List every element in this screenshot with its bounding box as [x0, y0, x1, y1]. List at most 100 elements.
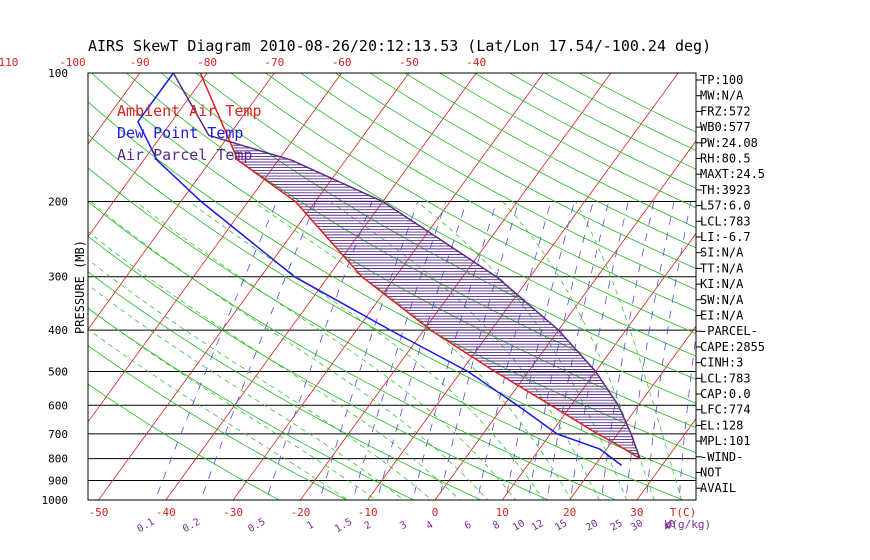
axis-layer: 1002003004005006007008009001000-120-110-… — [0, 56, 711, 535]
bottom-temp-tick-label: 0 — [432, 506, 439, 519]
dry-adiabat-line — [230, 73, 696, 334]
mixing-ratio-tick-label: 0.5 — [246, 517, 267, 536]
isotherm-line — [501, 232, 696, 500]
dry-adiabat-line — [473, 73, 696, 189]
pressure-tick-label: 100 — [48, 67, 68, 80]
moist-adiabat-line — [90, 201, 489, 500]
pressure-tick-label: 500 — [48, 365, 68, 378]
mixing-ratio-tick-label: 6 — [463, 520, 474, 533]
index-label: AVAIL — [700, 481, 736, 495]
top-temp-tick-label: -110 — [0, 56, 18, 69]
dry-adiabat-line — [88, 345, 348, 500]
isotherm-line — [88, 73, 343, 423]
mixing-ratio-tick-label: 30 — [629, 518, 645, 534]
pressure-tick-label: 900 — [48, 474, 68, 487]
isotherm-line — [765, 53, 870, 509]
mixing-ratio-line — [200, 201, 317, 500]
mixing-ratio-tick-label: 1 — [305, 520, 316, 533]
index-label: -PARCEL- — [700, 324, 758, 338]
top-temp-tick-label: -80 — [197, 56, 217, 69]
index-label: CAP:0.0 — [700, 387, 751, 401]
dry-adiabat-line — [88, 307, 415, 500]
top-temp-tick-label: -70 — [264, 56, 284, 69]
pressure-tick-label: 200 — [48, 196, 68, 209]
index-label: EL:128 — [700, 418, 743, 432]
legend-entry: Dew Point Temp — [117, 124, 243, 142]
dry-adiabat-line — [88, 201, 617, 500]
isotherm-line — [434, 140, 696, 500]
mixing-ratio-tick-label: 0.1 — [135, 517, 156, 536]
index-label: CINH:3 — [700, 356, 743, 370]
moist-adiabat-line — [88, 259, 433, 500]
chart-title: AIRS SkewT Diagram 2010-08-26/20:12:13.5… — [88, 37, 711, 55]
moist-adiabat-line — [329, 201, 600, 500]
dry-adiabat-line — [88, 167, 685, 500]
index-label: LCL:783 — [700, 214, 751, 228]
index-label: FRZ:572 — [700, 104, 751, 118]
index-label: WB0:577 — [700, 120, 751, 134]
pressure-tick-label: 1000 — [42, 494, 69, 507]
dry-adiabat-line — [265, 73, 696, 312]
isotherm-line — [165, 73, 477, 500]
index-label: LFC:774 — [700, 403, 751, 417]
mixing-ratio-tick-label: 2 — [363, 520, 374, 533]
index-label: TP:100 — [700, 73, 743, 87]
bottom-temp-tick-label: -40 — [156, 506, 176, 519]
isotherm-line — [98, 73, 410, 500]
dry-adiabat-line — [508, 73, 696, 170]
bottom-temp-tick-label: 30 — [630, 506, 643, 519]
index-label: MW:N/A — [700, 89, 744, 103]
plot-frame — [87, 72, 697, 501]
bottom-temp-tick-label: -30 — [223, 506, 243, 519]
index-label: SI:N/A — [700, 246, 744, 260]
dry-adiabat-line — [88, 271, 483, 500]
mixing-ratio-tick-label: 15 — [553, 518, 569, 534]
index-label: -WIND- — [700, 450, 743, 464]
dry-adiabat-line — [88, 101, 696, 454]
isotherm-line — [232, 73, 545, 500]
dry-adiabat-line — [299, 73, 696, 291]
bottom-temp-tick-label: -20 — [290, 506, 310, 519]
mixing-ratio-tick-label: 40 — [662, 518, 678, 534]
pressure-tick-label: 400 — [48, 324, 68, 337]
index-label: LI:-6.7 — [700, 230, 751, 244]
moist-adiabat-line — [88, 307, 377, 500]
index-label: LCL:783 — [700, 371, 751, 385]
isotherm-line — [88, 73, 208, 238]
series-air-parcel-temp — [172, 73, 641, 459]
pressure-tick-label: 600 — [48, 399, 68, 412]
pressure-tick-label: 800 — [48, 453, 68, 466]
mixing-ratio-unit-label: W(g/kg) — [665, 518, 711, 531]
dry-adiabat-line — [90, 73, 696, 429]
mixing-ratio-line — [601, 201, 655, 500]
mixing-ratio-line — [154, 201, 278, 500]
legend-entry: Ambient Air Temp — [117, 102, 262, 120]
index-label: KI:N/A — [700, 277, 744, 291]
index-label: MAXT:24.5 — [700, 167, 765, 181]
moist-adiabat-line — [88, 231, 461, 500]
series-layer — [137, 73, 641, 466]
top-temp-tick-label: -50 — [399, 56, 419, 69]
moist-adiabat-line — [502, 201, 655, 500]
index-label: TH:3923 — [700, 183, 751, 197]
series-dew-point-temp — [137, 73, 623, 466]
mixing-ratio-tick-label: 4 — [425, 520, 436, 533]
index-label: CAPE:2855 — [700, 340, 765, 354]
index-label: SW:N/A — [700, 293, 744, 307]
mixing-ratio-tick-label: 10 — [511, 518, 527, 534]
dry-adiabat-line — [369, 73, 696, 249]
isotherm-line — [832, 53, 870, 509]
mixing-ratio-tick-label: 0.2 — [181, 517, 202, 536]
moist-adiabat-line — [88, 284, 405, 500]
mixing-ratio-tick-label: 3 — [398, 520, 409, 533]
top-temp-tick-label: -40 — [466, 56, 486, 69]
mixing-ratio-tick-label: 8 — [491, 520, 502, 533]
isotherm-line — [636, 418, 696, 500]
index-label: TT:N/A — [700, 261, 744, 275]
grid-layer — [88, 53, 870, 509]
y-axis-label: PRESSURE (MB) — [73, 240, 87, 334]
temp-axis-unit-label: T(C) — [670, 506, 697, 519]
top-temp-tick-label: -90 — [130, 56, 150, 69]
